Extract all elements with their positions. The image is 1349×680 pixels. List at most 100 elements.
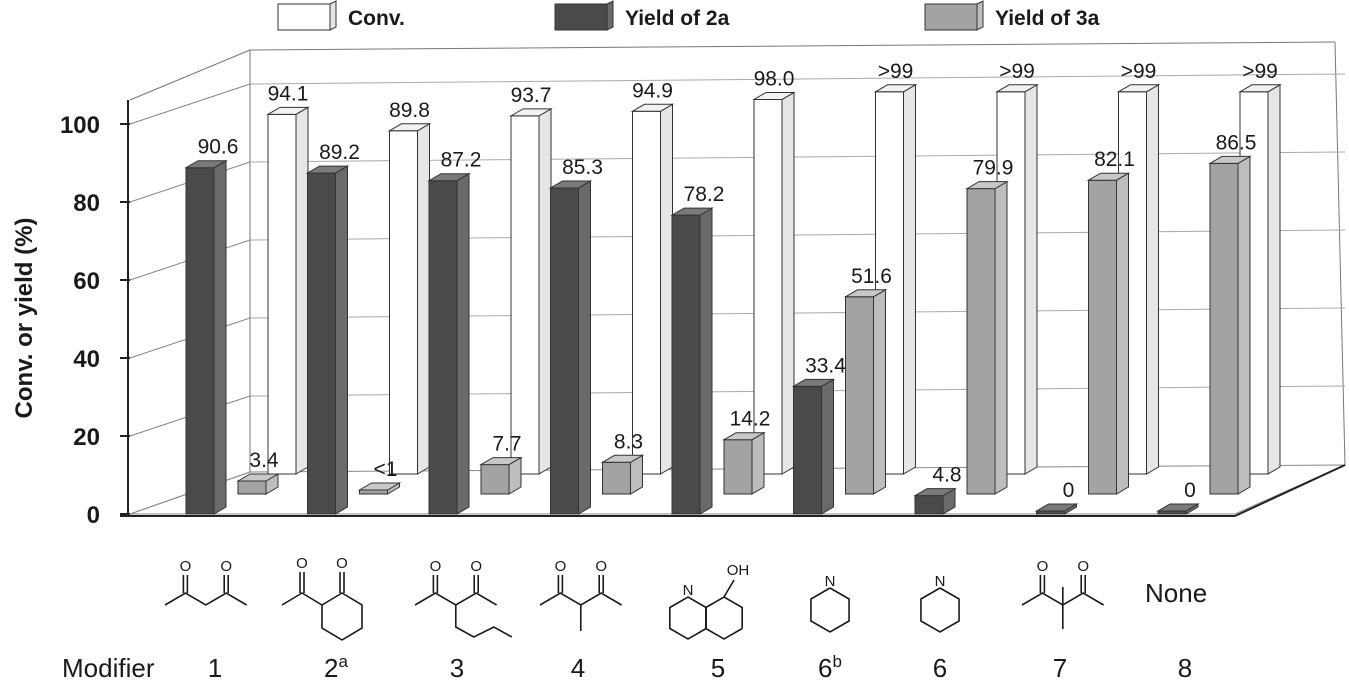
conv-bar-top [1116, 84, 1161, 93]
conv-bar-side [417, 122, 430, 475]
atom-label: O [180, 558, 192, 575]
category-label: 1 [208, 653, 222, 680]
yield-2a-value-label: 4.8 [932, 464, 961, 487]
conv-bar-front [389, 130, 418, 475]
yield-3a-bar-top [722, 432, 766, 441]
yield-3a-value-label: 82.1 [1094, 148, 1135, 171]
mod5-ring-left [669, 596, 707, 640]
yield-3a-bar-front [237, 480, 267, 495]
yield-3a-bar-front [845, 296, 874, 495]
legend-label: Yield of 2a [625, 7, 730, 30]
atom-label: N [935, 573, 946, 590]
atom-label: O [296, 555, 308, 572]
atom-label: OH [727, 562, 750, 579]
yield-2a-bar-side [456, 172, 470, 515]
yield-3a-bar-front [1088, 179, 1117, 495]
yield-2a-bar [913, 487, 957, 515]
legend-swatch-side [606, 0, 614, 31]
yield-2a-bar-top [1156, 503, 1200, 512]
yield-3a-bar-top [600, 454, 645, 463]
legend-swatch-side [976, 0, 984, 31]
yield-3a-bar-top [236, 473, 280, 482]
category-label: 6 [933, 653, 947, 680]
yield-3a-value-label: 86.5 [1216, 131, 1257, 154]
legend-swatch [277, 3, 331, 31]
atom-label: O [555, 558, 567, 575]
yield-2a-bar [427, 172, 471, 515]
mod3-propyl [454, 605, 513, 638]
conv-bar-front [632, 110, 661, 475]
category-label: 7 [1053, 653, 1067, 680]
conv-value-label: >99 [999, 60, 1035, 83]
conv-value-label: 98.0 [754, 67, 795, 90]
yield-2a-bar-top [791, 378, 836, 387]
atom-label: N [683, 582, 694, 599]
yield-3a-bar-top [843, 289, 888, 298]
y-tick-label: 40 [73, 346, 100, 373]
yield-2a-bar-front [793, 385, 822, 515]
conv-bar-front [510, 115, 540, 475]
y-tick-label: 100 [60, 112, 100, 139]
conv-bar-side [660, 103, 673, 475]
atom-label: O [595, 558, 607, 575]
category-label: 6b [818, 652, 842, 680]
conv-bar-top [509, 108, 553, 117]
atom-label: O [470, 558, 482, 575]
yield-3a-bar [357, 482, 402, 495]
yield-2a-bar-top [913, 488, 957, 497]
yield-3a-bar-front [602, 461, 631, 495]
yield-2a-bar-front [185, 167, 215, 515]
yield-2a-bar-side [699, 207, 713, 515]
yield-3a-bar-front [723, 439, 753, 495]
atom-label: O [1037, 558, 1049, 575]
yield-2a-bar-side [213, 159, 227, 515]
conv-bar-top [630, 103, 675, 112]
yield-2a-value-label: 78.2 [684, 183, 725, 206]
y-axis: 0 20 40 60 80 100 Conv. or yield (%) [11, 100, 1346, 529]
conv-bar-side [903, 83, 916, 475]
conv-bar-side [1267, 83, 1281, 475]
mod3-chain [414, 592, 498, 606]
yield-3a-bar-top [357, 482, 402, 491]
conv-bar-side [295, 106, 309, 475]
yield-3a-bar [965, 180, 1009, 495]
legend-label: Yield of 3a [995, 7, 1100, 30]
conv-value-label: 94.9 [632, 79, 673, 102]
y-tick-label: 20 [73, 424, 100, 451]
none-label: None [1145, 578, 1207, 608]
mod5-ring-right [705, 596, 743, 640]
atom-label: O [430, 558, 442, 575]
yield-2a-bar-side [578, 180, 591, 515]
yield-3a-bar-top [1086, 172, 1131, 181]
yield-3a-value-label: 7.7 [492, 433, 521, 456]
category-label: 8 [1178, 653, 1192, 680]
yield-2a-bar-front [307, 172, 336, 515]
yield-2a-bar-top [427, 173, 471, 182]
conv-bar-top [995, 84, 1039, 93]
yield-3a-value-label: 8.3 [614, 430, 643, 453]
conv-bar-front [753, 98, 783, 475]
yield-3a-bar-top [1208, 155, 1252, 164]
yield-2a-bar-side [821, 378, 834, 515]
x-axis-depth-line [1234, 464, 1346, 517]
conv-bar [752, 91, 796, 475]
yield-3a-bar [1208, 155, 1252, 495]
yield-3a-bar-top [965, 181, 1009, 190]
yield-3a-bar [843, 288, 888, 495]
mod5-oh-bond [723, 579, 735, 598]
legend-swatch [924, 3, 978, 31]
yield-2a-bar-front [428, 180, 458, 515]
back-wall-right-edge [1334, 41, 1346, 466]
yield-3a-bar [722, 431, 766, 495]
mod2-ring [321, 592, 363, 641]
yield-3a-bar-side [751, 431, 765, 495]
legend-label: Conv. [348, 7, 405, 30]
y-tick-label: 0 [87, 502, 100, 529]
yield-2a-bar [1034, 503, 1079, 515]
yield-3a-bar-top [479, 457, 523, 466]
category-label: 4 [571, 653, 585, 680]
gridline-back [249, 151, 1346, 163]
pyridine-ring [920, 587, 960, 633]
conv-bar-side [781, 91, 795, 475]
yield-2a-bar-top [184, 160, 228, 169]
